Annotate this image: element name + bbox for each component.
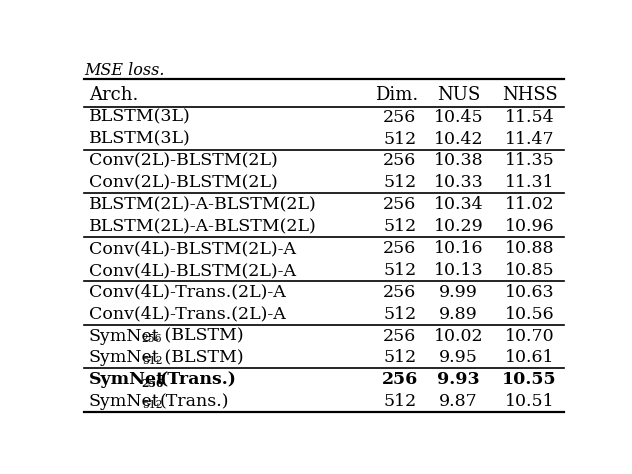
Text: Conv(2L)-BLSTM(2L): Conv(2L)-BLSTM(2L): [88, 174, 277, 191]
Text: 256: 256: [142, 378, 164, 389]
Text: 9.87: 9.87: [439, 393, 478, 410]
Text: Dim.: Dim.: [375, 86, 418, 104]
Text: NUS: NUS: [437, 86, 480, 104]
Text: 512: 512: [142, 356, 162, 366]
Text: (BLSTM): (BLSTM): [159, 328, 244, 345]
Text: 10.16: 10.16: [434, 240, 483, 257]
Text: 256: 256: [383, 153, 416, 169]
Text: NHSS: NHSS: [502, 86, 557, 104]
Text: 512: 512: [383, 174, 416, 191]
Text: Conv(2L)-BLSTM(2L): Conv(2L)-BLSTM(2L): [88, 153, 277, 169]
Text: 512: 512: [383, 306, 416, 323]
Text: 512: 512: [142, 400, 162, 410]
Text: BLSTM(2L)-A-BLSTM(2L): BLSTM(2L)-A-BLSTM(2L): [88, 196, 317, 213]
Text: 10.34: 10.34: [434, 196, 483, 213]
Text: 11.54: 11.54: [505, 109, 554, 126]
Text: 10.63: 10.63: [505, 284, 554, 301]
Text: Conv(4L)-Trans.(2L)-A: Conv(4L)-Trans.(2L)-A: [88, 284, 286, 301]
Text: 10.29: 10.29: [434, 218, 483, 235]
Text: 10.02: 10.02: [434, 328, 483, 345]
Text: 9.99: 9.99: [439, 284, 478, 301]
Text: 512: 512: [383, 262, 416, 279]
Text: 512: 512: [383, 218, 416, 235]
Text: 11.35: 11.35: [505, 153, 554, 169]
Text: 10.45: 10.45: [434, 109, 483, 126]
Text: 256: 256: [383, 109, 416, 126]
Text: 11.31: 11.31: [505, 174, 554, 191]
Text: 9.89: 9.89: [439, 306, 478, 323]
Text: 10.96: 10.96: [505, 218, 554, 235]
Text: 10.33: 10.33: [434, 174, 483, 191]
Text: 256: 256: [383, 240, 416, 257]
Text: 11.47: 11.47: [505, 130, 554, 147]
Text: 10.51: 10.51: [505, 393, 554, 410]
Text: BLSTM(2L)-A-BLSTM(2L): BLSTM(2L)-A-BLSTM(2L): [88, 218, 317, 235]
Text: Conv(4L)-BLSTM(2L)-A: Conv(4L)-BLSTM(2L)-A: [88, 262, 296, 279]
Text: BLSTM(3L): BLSTM(3L): [88, 109, 190, 126]
Text: (Trans.): (Trans.): [159, 372, 236, 388]
Text: 256: 256: [382, 372, 418, 388]
Text: 10.56: 10.56: [505, 306, 554, 323]
Text: 9.93: 9.93: [437, 372, 480, 388]
Text: 256: 256: [383, 284, 416, 301]
Text: (BLSTM): (BLSTM): [159, 349, 244, 366]
Text: 10.61: 10.61: [505, 349, 554, 366]
Text: Conv(4L)-BLSTM(2L)-A: Conv(4L)-BLSTM(2L)-A: [88, 240, 296, 257]
Text: 512: 512: [383, 130, 416, 147]
Text: Arch.: Arch.: [88, 86, 138, 104]
Text: MSE loss.: MSE loss.: [84, 63, 164, 79]
Text: SymNet: SymNet: [88, 393, 159, 410]
Text: 10.13: 10.13: [434, 262, 483, 279]
Text: 256: 256: [383, 328, 416, 345]
Text: 512: 512: [383, 349, 416, 366]
Text: (Trans.): (Trans.): [159, 393, 229, 410]
Text: 10.42: 10.42: [434, 130, 483, 147]
Text: 9.95: 9.95: [439, 349, 478, 366]
Text: 11.02: 11.02: [505, 196, 554, 213]
Text: 256: 256: [142, 334, 162, 345]
Text: 10.55: 10.55: [502, 372, 557, 388]
Text: 10.38: 10.38: [434, 153, 483, 169]
Text: SymNet: SymNet: [88, 349, 159, 366]
Text: 256: 256: [383, 196, 416, 213]
Text: 10.88: 10.88: [505, 240, 554, 257]
Text: 10.85: 10.85: [505, 262, 554, 279]
Text: SymNet: SymNet: [88, 328, 159, 345]
Text: BLSTM(3L): BLSTM(3L): [88, 130, 190, 147]
Text: 512: 512: [383, 393, 416, 410]
Text: SymNet: SymNet: [88, 372, 165, 388]
Text: 10.70: 10.70: [505, 328, 554, 345]
Text: Conv(4L)-Trans.(2L)-A: Conv(4L)-Trans.(2L)-A: [88, 306, 286, 323]
